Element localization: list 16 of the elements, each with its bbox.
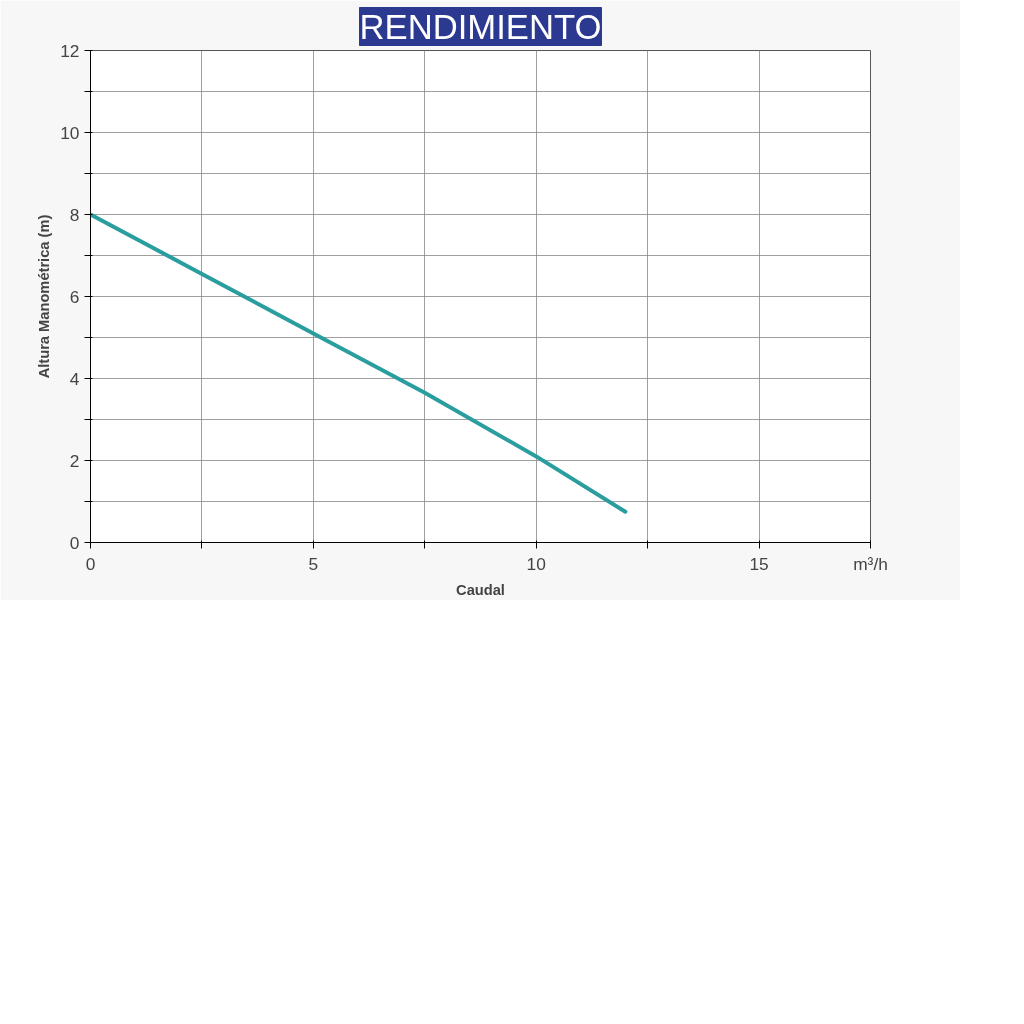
y-tick-label: 10: [60, 122, 80, 143]
chart-title: RENDIMIENTO: [359, 7, 602, 46]
y-tick-label: 12: [60, 40, 80, 61]
y-tick-label: 8: [69, 204, 80, 225]
x-axis-title: Caudal: [456, 581, 505, 598]
x-tick-label: 0: [85, 553, 96, 574]
x-tick-label: 15: [749, 553, 769, 574]
y-tick-label: 2: [69, 450, 80, 471]
y-tick-label: 0: [69, 532, 80, 553]
y-axis-title: Altura Manométrica (m): [36, 214, 53, 379]
y-tick-label: 4: [69, 368, 80, 389]
y-tick-label: 6: [69, 286, 80, 307]
line-series: [90, 212, 628, 514]
x-tick-label: m³/h: [853, 553, 888, 574]
x-tick-label: 10: [526, 553, 546, 574]
x-tick-label: 5: [308, 553, 319, 574]
